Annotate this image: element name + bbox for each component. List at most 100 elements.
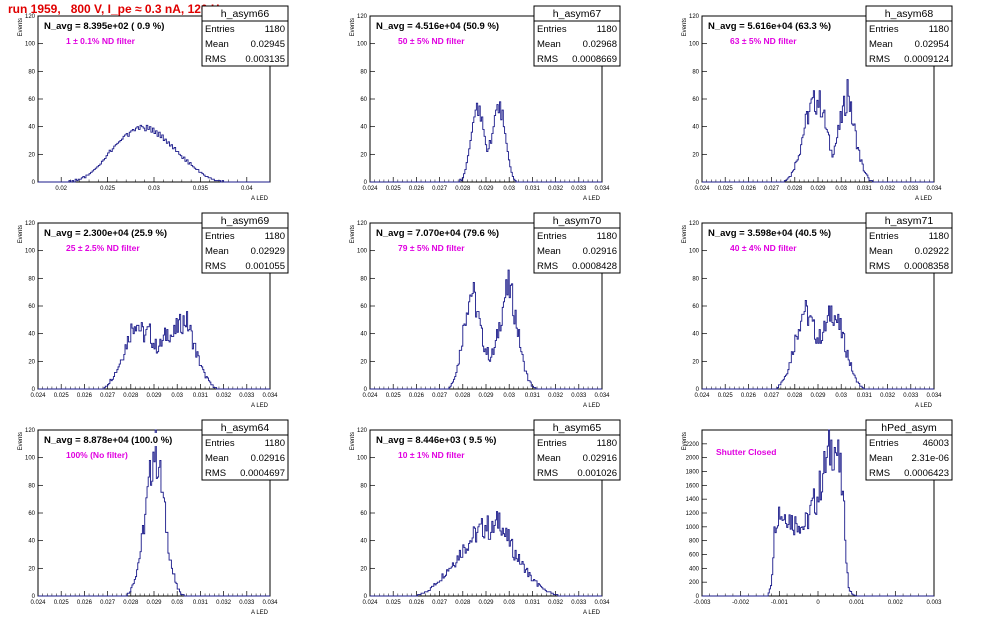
histogram-name: h_asym66 <box>221 8 270 20</box>
x-tick-label: 0.031 <box>525 186 541 192</box>
x-tick-label: 0.025 <box>54 600 70 606</box>
y-tick-label: 2200 <box>686 442 700 448</box>
x-tick-label: 0.028 <box>787 393 803 399</box>
x-tick-label: 0.025 <box>100 186 116 192</box>
stats-box <box>201 419 289 481</box>
x-tick-label: 0.031 <box>857 393 873 399</box>
y-tick-label: 20 <box>692 152 699 158</box>
x-axis-label: A LED <box>251 610 269 616</box>
filter-note: 40 ± 4% ND filter <box>730 243 797 253</box>
x-tick-label: 0.029 <box>478 600 494 606</box>
x-tick-label: -0.001 <box>771 600 789 606</box>
y-tick-label: 40 <box>28 539 35 545</box>
x-tick-label: 0.031 <box>525 600 541 606</box>
x-tick-label: 0.025 <box>54 393 70 399</box>
y-tick-label: 40 <box>692 125 699 131</box>
x-tick-label: 0.033 <box>903 186 919 192</box>
x-tick-label: 0.027 <box>432 600 448 606</box>
histogram-line <box>702 429 934 597</box>
y-tick-label: 0 <box>364 387 368 393</box>
x-tick-label: 0.032 <box>548 600 564 606</box>
histogram-line <box>370 269 602 390</box>
stats-key: RMS <box>205 261 226 272</box>
x-tick-label: 0.034 <box>594 186 610 192</box>
y-tick-label: 60 <box>28 511 35 517</box>
y-tick-label: 1800 <box>686 470 700 476</box>
x-tick-label: 0.033 <box>571 393 587 399</box>
stats-value: 2.31e-06 <box>911 453 949 464</box>
filter-note: 1 ± 0.1% ND filter <box>66 36 136 46</box>
stats-box <box>865 212 953 274</box>
y-tick-label: 80 <box>692 276 699 282</box>
stats-value: 0.001055 <box>245 261 285 272</box>
y-tick-label: 40 <box>692 332 699 338</box>
y-tick-label: 200 <box>689 580 700 586</box>
x-tick-label: 0.03 <box>835 393 847 399</box>
y-axis-label: Events <box>350 225 356 243</box>
stats-value: 1180 <box>597 24 617 35</box>
x-tick-label: 0 <box>816 600 820 606</box>
x-tick-label: 0.024 <box>362 600 378 606</box>
y-tick-label: 100 <box>357 42 368 48</box>
y-tick-label: 20 <box>360 359 367 365</box>
stats-box <box>533 419 621 481</box>
stats-key: Entries <box>869 231 899 242</box>
stats-key: RMS <box>869 468 890 479</box>
y-tick-label: 60 <box>360 304 367 310</box>
x-tick-label: 0.032 <box>548 186 564 192</box>
x-tick-label: 0.001 <box>849 600 865 606</box>
navg-box <box>41 19 189 32</box>
x-tick-label: 0.034 <box>262 600 278 606</box>
navg-box <box>705 19 853 32</box>
stats-value: 0.0008669 <box>572 54 617 65</box>
x-axis-label: A LED <box>583 403 601 409</box>
histogram-svg: 0.024 0.025 0.026 0.027 0.028 0.029 0.03 0.031 0… <box>682 5 953 202</box>
x-tick-label: 0.027 <box>432 186 448 192</box>
x-tick-label: 0.024 <box>30 393 46 399</box>
histogram-name: h_asym65 <box>553 422 602 434</box>
y-tick-label: 20 <box>28 566 35 572</box>
y-tick-label: 60 <box>28 304 35 310</box>
stats-key: RMS <box>537 54 558 65</box>
y-tick-label: 120 <box>357 14 368 20</box>
histogram-line <box>38 429 270 597</box>
histogram-line <box>702 300 934 390</box>
filter-note: 25 ± 2.5% ND filter <box>66 243 140 253</box>
stats-value: 0.0008428 <box>572 261 617 272</box>
x-tick-label: -0.003 <box>693 600 711 606</box>
stats-value: 0.0008358 <box>904 261 949 272</box>
y-tick-label: 0 <box>32 387 36 393</box>
x-axis-label: A LED <box>251 196 269 202</box>
x-tick-label: 0.028 <box>455 393 471 399</box>
navg-label: N_avg = 5.616e+04 (63.3 %) <box>708 21 831 32</box>
y-tick-label: 120 <box>689 221 700 227</box>
stats-value: 1180 <box>597 438 617 449</box>
x-tick-label: 0.029 <box>810 393 826 399</box>
x-tick-label: 0.024 <box>694 393 710 399</box>
stats-box <box>201 5 289 67</box>
y-tick-label: 20 <box>360 566 367 572</box>
stats-key: Entries <box>869 24 899 35</box>
histogram-pad: 0.02 0.025 0.03 0.035 0.04 0 20 40 60 80 100 120 Eve… <box>0 0 332 207</box>
x-tick-label: 0.034 <box>594 600 610 606</box>
y-tick-label: 100 <box>357 249 368 255</box>
x-tick-label: 0.025 <box>718 186 734 192</box>
stats-key: Entries <box>537 231 567 242</box>
stats-key: Mean <box>205 39 229 50</box>
x-tick-label: 0.033 <box>239 393 255 399</box>
x-tick-label: 0.025 <box>386 186 402 192</box>
x-tick-label: 0.02 <box>55 186 67 192</box>
y-tick-label: 60 <box>692 304 699 310</box>
x-tick-label: 0.028 <box>787 186 803 192</box>
stats-key: Mean <box>869 39 893 50</box>
x-tick-label: 0.024 <box>362 186 378 192</box>
x-tick-label: 0.025 <box>718 393 734 399</box>
navg-box <box>41 226 189 239</box>
histogram-pad: 0.024 0.025 0.026 0.027 0.028 0.029 0.03 0.031 0… <box>332 414 664 621</box>
histogram-line <box>370 511 602 597</box>
stats-value: 0.001026 <box>577 468 617 479</box>
y-tick-label: 1600 <box>686 483 700 489</box>
stats-value: 0.02922 <box>915 246 949 257</box>
y-tick-label: 2000 <box>686 456 700 462</box>
